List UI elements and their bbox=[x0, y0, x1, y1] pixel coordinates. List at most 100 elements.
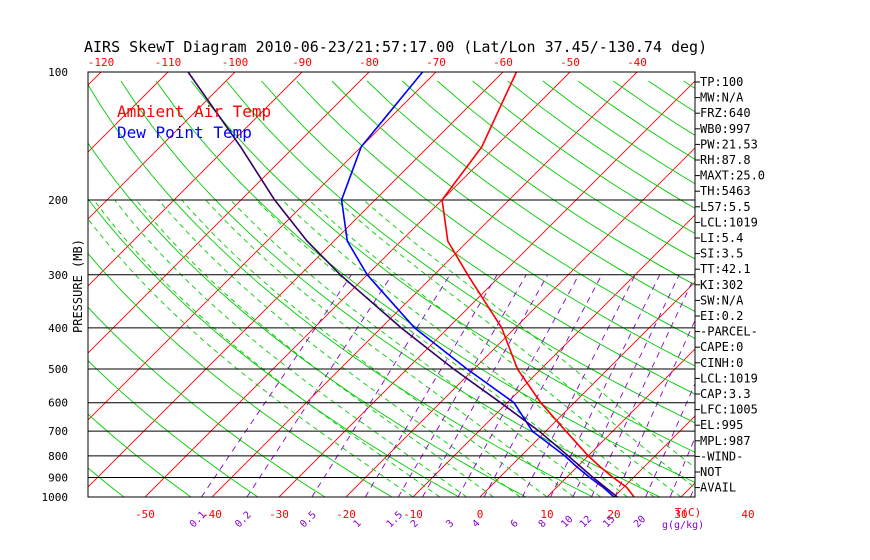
stats-line: CINH:0 bbox=[700, 356, 743, 370]
dry-adiabat-line bbox=[88, 83, 594, 497]
x-top-tick-label: -80 bbox=[359, 56, 379, 69]
x-bottom-tick-label: 40 bbox=[741, 508, 754, 521]
stats-line: -PARCEL- bbox=[700, 325, 758, 339]
pressure-gridlines bbox=[88, 199, 695, 498]
x-bottom-tick-label: 10 bbox=[540, 508, 553, 521]
x-top-tick-label: -40 bbox=[627, 56, 647, 69]
mixing-ratio-label: 20 bbox=[632, 514, 648, 530]
stats-line: KI:302 bbox=[700, 278, 743, 292]
moist-adiabat-line bbox=[363, 199, 695, 469]
mixing-ratio-line bbox=[397, 274, 527, 497]
isotherm-line bbox=[815, 72, 870, 497]
y-tick-label: 600 bbox=[48, 397, 68, 410]
stats-line: -WIND- bbox=[700, 449, 743, 463]
dry-adiabat-line bbox=[120, 80, 661, 497]
moist-adiabat-line bbox=[181, 199, 548, 497]
isotherm-line bbox=[211, 72, 638, 497]
x-top-tick-label: -120 bbox=[88, 56, 115, 69]
isotherm-line bbox=[748, 72, 870, 497]
stats-line: FRZ:640 bbox=[700, 106, 751, 120]
moist-adiabat-line bbox=[88, 218, 414, 497]
stats-line: RH:87.8 bbox=[700, 153, 751, 167]
mixing-ratio-label: 0.2 bbox=[233, 510, 254, 531]
y-tick-label: 500 bbox=[48, 363, 68, 376]
stats-line: EL:995 bbox=[700, 418, 743, 432]
y-tick-label: 200 bbox=[48, 194, 68, 207]
dry-adiabat-line bbox=[190, 80, 695, 453]
stats-line: LCL:1019 bbox=[700, 371, 758, 385]
dry-adiabat-line bbox=[507, 80, 695, 209]
mixing-ratio-label: 1 bbox=[352, 518, 364, 530]
isotherm-line bbox=[88, 72, 370, 354]
dry-adiabat-line bbox=[88, 467, 125, 497]
moist-adiabat-line bbox=[158, 199, 521, 497]
x-top-tick-label: -90 bbox=[292, 56, 312, 69]
dry-adiabat-line bbox=[648, 80, 695, 113]
x-top-tick-label: -70 bbox=[426, 56, 446, 69]
dry-adiabat-line bbox=[296, 80, 695, 367]
mixing-ratio-line bbox=[572, 274, 680, 497]
mixing-ratio-label: 0.5 bbox=[298, 510, 319, 531]
mixing-ratio-line bbox=[521, 274, 636, 497]
stats-line: LCL:1019 bbox=[700, 215, 758, 229]
stats-line: MPL:987 bbox=[700, 434, 751, 448]
stats-line: SW:N/A bbox=[700, 293, 744, 307]
stats-line: AVAIL bbox=[700, 481, 736, 495]
isotherm-line bbox=[0, 72, 34, 497]
x-bottom-tick-label: -20 bbox=[336, 508, 356, 521]
mixing-ratio-line bbox=[645, 382, 695, 497]
stats-line: WB0:997 bbox=[700, 122, 751, 136]
x-bottom-tick-label: -30 bbox=[269, 508, 289, 521]
stats-line: EI:0.2 bbox=[700, 309, 743, 323]
legend-ambient: Ambient Air Temp bbox=[117, 102, 271, 121]
mixing-ratio-line bbox=[550, 274, 661, 497]
stats-line: MW:N/A bbox=[700, 91, 744, 105]
stats-line: CAPE:0 bbox=[700, 340, 743, 354]
y-tick-label: 900 bbox=[48, 472, 68, 485]
series-line-parcel bbox=[187, 72, 618, 497]
isotherm-line bbox=[546, 348, 695, 497]
stats-line: TH:5463 bbox=[700, 184, 751, 198]
y-tick-label: 1000 bbox=[42, 491, 69, 504]
x-bottom-unit: T(C) bbox=[675, 506, 702, 519]
moist-adiabat-line bbox=[205, 199, 575, 497]
moist-adiabat-line bbox=[230, 199, 601, 497]
moist-adiabat-line bbox=[335, 199, 695, 489]
dry-adiabat-line bbox=[155, 80, 695, 483]
series-line-ambient-air-temp bbox=[441, 72, 635, 497]
isotherm-line bbox=[88, 72, 169, 153]
x-top-tick-label: -100 bbox=[222, 56, 249, 69]
dry-adiabat-line bbox=[437, 80, 695, 260]
mixing-ratio-label: 10 bbox=[559, 514, 575, 530]
y-tick-label: 100 bbox=[48, 66, 68, 79]
series-group bbox=[187, 72, 635, 497]
stats-line: CAP:3.3 bbox=[700, 387, 751, 401]
stats-line: TT:42.1 bbox=[700, 262, 751, 276]
mixing-ratio-unit: g(g/kg) bbox=[662, 520, 704, 531]
stats-line: LI:5.4 bbox=[700, 231, 743, 245]
x-bottom-tick-label: 30 bbox=[674, 508, 687, 521]
dry-adiabat-line bbox=[754, 81, 870, 506]
stats-line: MAXT:25.0 bbox=[700, 169, 765, 183]
legend-dewpoint: Dew Point Temp bbox=[117, 123, 252, 142]
moist-adiabat-line bbox=[135, 199, 494, 497]
dry-adiabat-line bbox=[88, 306, 326, 497]
stats-line: TP:100 bbox=[700, 75, 743, 89]
x-top-tick-label: -60 bbox=[493, 56, 513, 69]
dry-adiabat-line bbox=[88, 252, 393, 497]
y-tick-label: 700 bbox=[48, 425, 68, 438]
isotherm-line bbox=[345, 147, 695, 497]
mixing-ratio-label: 12 bbox=[578, 514, 594, 530]
dry-adiabat-line bbox=[261, 80, 695, 395]
x-top-tick-label: -110 bbox=[155, 56, 182, 69]
mixing-ratio-line bbox=[201, 274, 352, 497]
mixing-ratio-line bbox=[422, 274, 549, 497]
dry-adiabat-line bbox=[88, 413, 192, 497]
stats-line: PW:21.53 bbox=[700, 137, 758, 151]
y-tick-label: 300 bbox=[48, 269, 68, 282]
mixing-ratio-line bbox=[457, 274, 580, 497]
mixing-ratio-line bbox=[246, 274, 393, 497]
